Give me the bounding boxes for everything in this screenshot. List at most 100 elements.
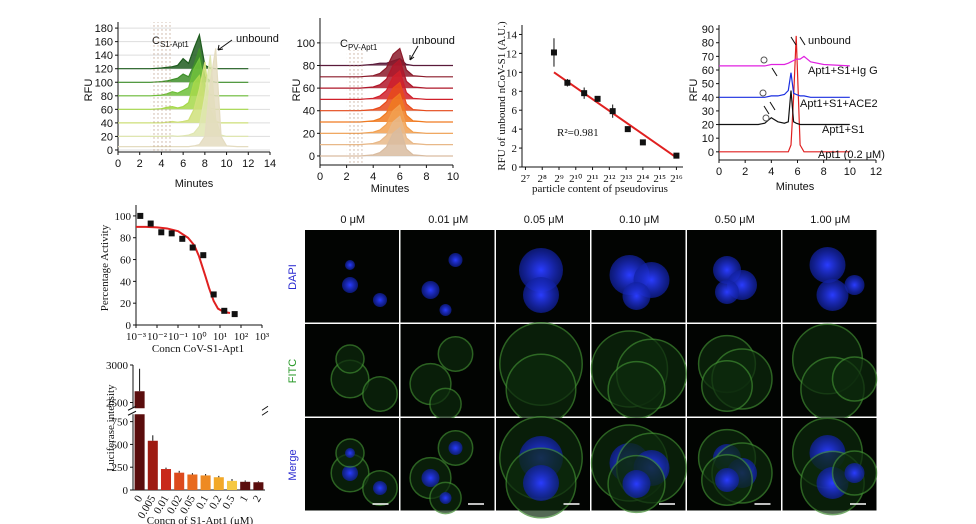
micrograph: [305, 418, 399, 511]
y-tick-label: 750: [112, 417, 129, 429]
x-tick-label: 0: [115, 158, 121, 170]
micrograph: [782, 230, 877, 323]
fitc-signal: [831, 356, 878, 402]
y-tick-label: 80: [303, 60, 315, 72]
y-tick-label: 120: [95, 64, 113, 76]
point: [168, 230, 175, 237]
y-tick-label: 100: [297, 38, 315, 50]
bar: [200, 475, 211, 490]
y-tick-label: 10: [702, 133, 714, 145]
point: [673, 152, 680, 159]
x-tick-label: 4: [158, 158, 164, 170]
y-tick-label: 90: [702, 24, 714, 36]
x-tick-label: 2¹⁴: [637, 173, 650, 185]
y-tick-label: 40: [120, 276, 132, 288]
series-label: Apt1+S1+Ig G: [808, 65, 878, 77]
micrograph: [305, 230, 399, 323]
annotation: unbound: [412, 35, 455, 47]
x-tick-label: 2¹⁶: [670, 173, 683, 185]
x-tick-label: 1: [238, 494, 251, 505]
marker-symbol: [762, 114, 770, 122]
annotation-sub: PV-Apt1: [348, 43, 378, 52]
x-tick-label: 2: [251, 494, 264, 505]
marker-symbol: [759, 89, 767, 97]
x-tick-label: 10²: [234, 331, 249, 343]
x-tick-label: 10⁰: [191, 331, 207, 343]
x-tick-label: 10¹: [213, 331, 227, 343]
annotation: R²=0.981: [557, 127, 599, 139]
x-tick-label: 2: [344, 171, 350, 183]
x-tick-label: 6: [794, 166, 800, 178]
fitc-signal: [437, 336, 474, 372]
point: [221, 307, 228, 314]
fitc-signal: [335, 344, 365, 374]
x-tick-label: 10: [844, 166, 856, 178]
annotation-text: R²=0.981: [557, 127, 599, 139]
hatched-region: [346, 50, 363, 165]
trace: [719, 55, 850, 67]
trace: [320, 58, 453, 67]
x-tick-label: 10³: [255, 331, 270, 343]
y-tick-label: 6: [512, 105, 518, 117]
x-tick-label: 2⁹: [554, 173, 564, 185]
column-label: 0.10 μM: [619, 214, 659, 226]
y-tick-label: 100: [115, 211, 132, 223]
dapi-nucleus: [809, 247, 846, 283]
x-tick-label: 12: [242, 158, 254, 170]
x-tick-label: 4: [370, 171, 376, 183]
annotation: CPV-Apt1: [340, 38, 378, 52]
bar: [226, 480, 238, 490]
x-tick-label: 0.5: [220, 493, 238, 511]
y-tick-label: 2: [512, 143, 518, 155]
y-axis-title: RFU: [291, 79, 303, 102]
annotation-text: unbound: [412, 35, 455, 47]
arrow: [771, 67, 778, 77]
panel: 0 20 40 60 80 100 10⁻³ 10⁻² 10⁻¹ 10⁰ 10¹ 10² 10³ Conc…: [99, 205, 270, 355]
dapi-nucleus: [421, 281, 440, 299]
point: [147, 220, 154, 227]
series-label: Apt1 (0.2 μM): [818, 149, 885, 161]
column-label: 0.01 μM: [428, 214, 468, 226]
fitc-signal: [362, 376, 398, 412]
micrograph: [305, 324, 399, 417]
series-label: Apt1+S1+ACE2: [800, 98, 878, 110]
dapi-nucleus: [373, 481, 387, 495]
y-tick-label: 30: [702, 106, 714, 118]
y-tick-label: 160: [95, 37, 113, 49]
annotation-text: C: [340, 38, 348, 50]
column-label: 1.00 μM: [810, 214, 850, 226]
x-tick-label: 10: [220, 158, 232, 170]
panel: 0 2 4 6 8 10 12 14 2⁷ 2⁸ 2⁹ 2¹⁰ 2¹¹ 2¹² 2¹³ 2¹⁴ 2¹⁵ 2¹⁶pa…: [496, 21, 683, 195]
x-tick-label: 8: [202, 158, 208, 170]
y-tick-label: 500: [112, 439, 129, 451]
arrow: [217, 39, 233, 51]
x-tick-label: 0.2: [207, 494, 224, 512]
y-axis-title: RFU of unbound nCoV-S1 (A.U.): [496, 21, 508, 171]
x-tick-label: 2¹³: [620, 173, 633, 185]
series-label: Apt1+S1: [822, 124, 865, 136]
dapi-nucleus: [421, 469, 440, 487]
annotation: unbound: [808, 35, 851, 47]
trace: [719, 72, 850, 98]
y-tick-label: 50: [702, 79, 714, 91]
y-tick-label: 80: [101, 91, 113, 103]
point: [639, 139, 646, 146]
y-axis-title: RFU: [83, 79, 95, 102]
fit-line: [136, 225, 231, 314]
y-tick-label: 10: [506, 67, 518, 79]
micrograph: [400, 324, 495, 421]
y-tick-label: 0: [126, 320, 132, 332]
fitc-signal: [505, 353, 577, 425]
y-tick-label: 0: [123, 485, 129, 497]
annotation-sub: S1-Apt1: [160, 40, 189, 49]
fitc-signal: [607, 360, 666, 420]
bar: [240, 481, 251, 490]
point: [624, 126, 631, 133]
trace: [719, 35, 850, 153]
micrograph: [496, 230, 590, 323]
x-tick-label: 6: [397, 171, 403, 183]
trace: [719, 90, 850, 126]
y-axis-title: Luciferase intensity: [105, 384, 117, 472]
micrograph-bg: [305, 230, 399, 323]
